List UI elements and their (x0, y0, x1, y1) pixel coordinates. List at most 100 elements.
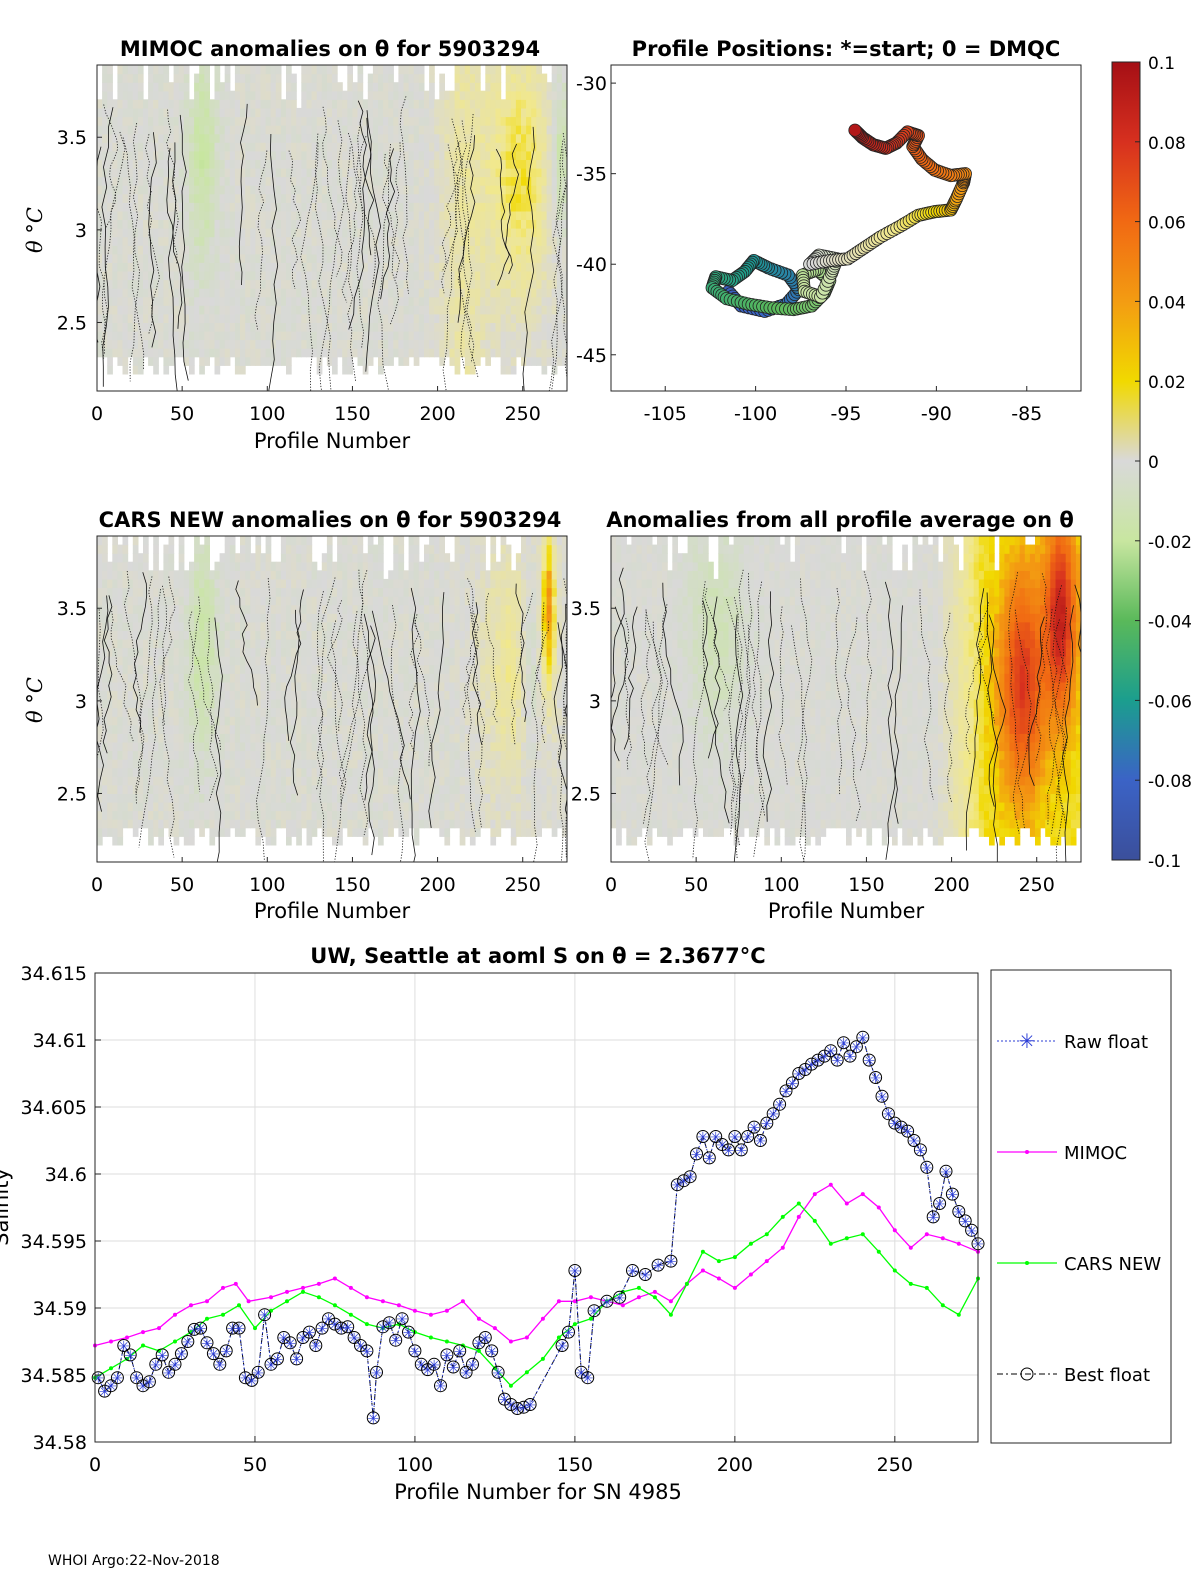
heatmap-cell (413, 262, 420, 272)
heatmap-cell (240, 330, 246, 341)
heatmap-cell (117, 133, 124, 143)
heatmap-cell (168, 228, 175, 238)
heatmap-cell (301, 819, 307, 829)
heatmap-cell (342, 90, 348, 100)
heatmap-cell (321, 305, 328, 315)
heatmap-cell (337, 228, 343, 238)
heatmap-cell (291, 750, 297, 760)
heatmap-cell (270, 664, 277, 674)
heatmap-cell (199, 245, 205, 255)
heatmap-cell (321, 339, 328, 349)
heatmap-cell (464, 82, 471, 92)
heatmap-cell (107, 107, 113, 118)
heatmap-cell (250, 638, 256, 649)
heatmap-cell (168, 647, 175, 657)
heatmap-cell (306, 759, 313, 769)
heatmap-cell (199, 630, 205, 640)
heatmap-cell (229, 219, 236, 229)
heatmap-cell (143, 245, 149, 255)
heatmap-cell (178, 339, 185, 349)
heatmap-cell (551, 305, 558, 315)
heatmap-cell (531, 65, 537, 75)
heatmap-cell (183, 99, 190, 109)
heatmap-cell (260, 776, 267, 786)
heatmap-cell (219, 210, 226, 220)
heatmap-cell (352, 142, 359, 152)
heatmap-cell (224, 219, 231, 229)
heatmap-cell (270, 142, 277, 152)
heatmap-cell (326, 348, 333, 358)
heatmap-cell (275, 356, 282, 366)
heatmap-cell (357, 330, 364, 341)
heatmap-cell (219, 613, 226, 623)
heatmap-cell (214, 365, 221, 375)
heatmap-cell (546, 288, 553, 298)
heatmap-cell (178, 699, 185, 709)
heatmap-cell (510, 262, 517, 272)
heatmap-cell (245, 133, 251, 143)
heatmap-cell (199, 73, 205, 83)
heatmap-cell (219, 150, 226, 160)
heatmap-cell (372, 65, 379, 75)
heatmap-cell (342, 99, 348, 109)
heatmap-cell (403, 185, 410, 195)
heatmap-cell (158, 133, 164, 143)
heatmap-cell (556, 339, 563, 349)
heatmap-cell (434, 125, 440, 135)
heatmap-cell (209, 587, 216, 597)
heatmap-cell (429, 288, 435, 298)
heatmap-cell (296, 827, 302, 837)
heatmap-cell (439, 176, 445, 186)
heatmap-cell (117, 142, 124, 152)
heatmap-cell (434, 322, 440, 332)
heatmap-cell (270, 82, 277, 92)
heatmap-cell (521, 150, 527, 160)
heatmap-cell (178, 578, 185, 589)
heatmap-cell (347, 133, 353, 143)
heatmap-cell (122, 210, 129, 220)
heatmap-cell (311, 613, 318, 623)
heatmap-cell (158, 176, 164, 186)
heatmap-cell (413, 228, 420, 238)
heatmap-cell (546, 176, 553, 186)
heatmap-cell (122, 65, 129, 75)
heatmap-cell (234, 767, 241, 777)
heatmap-cell (434, 159, 440, 169)
heatmap-cell (240, 810, 246, 820)
heatmap-cell (127, 236, 134, 246)
heatmap-cell (132, 827, 139, 837)
heatmap-cell (316, 82, 323, 92)
heatmap-cell (352, 330, 359, 341)
heatmap-cell (250, 681, 256, 691)
heatmap-cell (459, 339, 466, 349)
heatmap-cell (234, 733, 241, 743)
heatmap-cell (280, 305, 287, 315)
heatmap-cell (209, 570, 216, 580)
heatmap-cell (194, 245, 200, 255)
heatmap-cell (112, 339, 118, 349)
heatmap-cell (265, 305, 272, 315)
heatmap-cell (536, 125, 542, 135)
heatmap-cell (183, 801, 190, 812)
heatmap-cell (306, 707, 313, 717)
heatmap-cell (97, 339, 103, 349)
heatmap-cell (321, 99, 328, 109)
heatmap-cell (510, 219, 517, 229)
heatmap-cell (158, 202, 164, 212)
heatmap-cell (275, 690, 282, 700)
heatmap-cell (291, 793, 297, 803)
heatmap-cell (510, 185, 517, 195)
heatmap-cell (505, 90, 512, 100)
heatmap-cell (469, 270, 476, 281)
heatmap-cell (224, 733, 231, 743)
heatmap-cell (275, 578, 282, 589)
heatmap-cell (275, 125, 282, 135)
heatmap-cell (97, 570, 103, 580)
heatmap-cell (449, 210, 456, 220)
heatmap-cell (306, 613, 313, 623)
heatmap-cell (459, 176, 466, 186)
heatmap-cell (245, 784, 251, 794)
heatmap-cell (102, 193, 108, 203)
heatmap-cell (439, 236, 445, 246)
heatmap-cell (541, 167, 548, 178)
